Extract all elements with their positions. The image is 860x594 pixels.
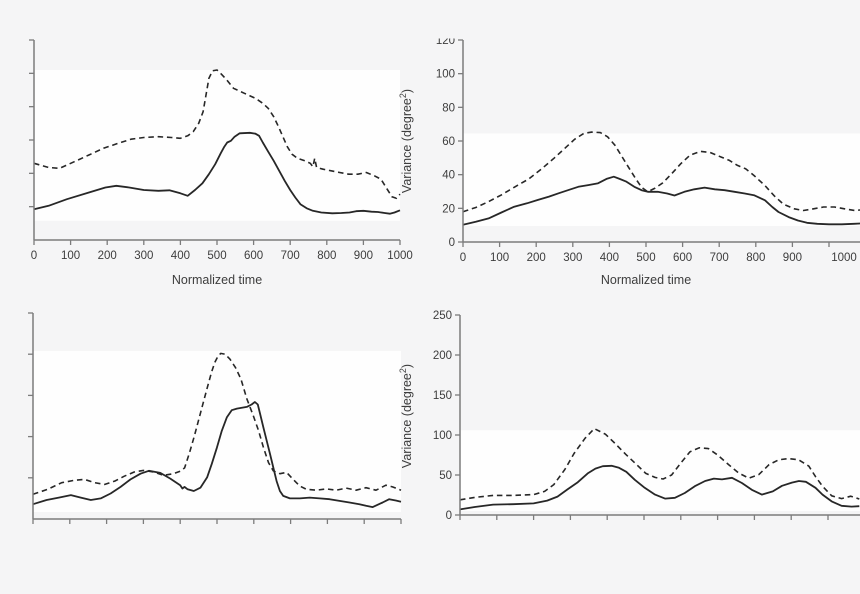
plot-top-left: 0 100 200 300 400 500 600 700 800 900 1000 Normaliz… xyxy=(29,39,413,287)
y-tick-label: 20 xyxy=(442,203,455,215)
y-tick-label: 60 xyxy=(442,136,455,148)
x-tick-label: 1000 xyxy=(831,252,857,264)
x-axis-title: Normalized time xyxy=(601,273,691,287)
plot-band xyxy=(33,350,401,512)
x-tick-label: 400 xyxy=(171,250,190,262)
y-axis-title: Variance (degree2) xyxy=(398,364,414,468)
x-tick-label: 600 xyxy=(244,250,263,262)
y-tick-label: 120 xyxy=(436,35,455,47)
x-tick-label: 300 xyxy=(134,250,153,262)
x-tick-label: 600 xyxy=(673,252,692,264)
plot-bottom-left xyxy=(28,312,402,524)
x-tick-label: 0 xyxy=(31,250,37,262)
y-tick-label: 100 xyxy=(433,430,452,442)
x-tick-label: 800 xyxy=(317,250,336,262)
plot-band xyxy=(34,70,400,221)
x-tick-label: 500 xyxy=(207,250,226,262)
series-dashed-curve xyxy=(459,427,860,501)
series-solid-curve xyxy=(459,464,860,511)
x-tick-label: 300 xyxy=(563,252,582,264)
x-tick-label: 100 xyxy=(490,252,509,264)
x-tick-label: 0 xyxy=(460,252,466,264)
plot-band xyxy=(463,133,860,227)
plot-band xyxy=(460,430,860,511)
series-dashed-curve xyxy=(33,69,401,200)
series-solid-curve xyxy=(33,131,401,215)
x-tick-label: 1000 xyxy=(387,250,413,262)
y-tick-label: 150 xyxy=(433,390,452,402)
y-tick-label: 80 xyxy=(442,102,455,114)
x-tick-label: 900 xyxy=(783,252,802,264)
x-tick-label: 700 xyxy=(710,252,729,264)
y-tick-label: 0 xyxy=(446,510,452,522)
x-tick-label: 100 xyxy=(61,250,80,262)
x-tick-label: 200 xyxy=(527,252,546,264)
series-dashed-curve xyxy=(32,352,402,496)
x-tick-label: 500 xyxy=(636,252,655,264)
x-tick-label: 700 xyxy=(281,250,300,262)
y-tick-label: 200 xyxy=(433,350,452,362)
x-axis-title: Normalized time xyxy=(172,273,262,287)
y-tick-label: 40 xyxy=(442,170,455,182)
plot-top-right: 0 100 200 300 400 500 600 700 800 900 1000 0 20 40 60 8… xyxy=(398,35,860,287)
plot-bottom-right: 0 50 100 150 200 250 Variance (degree2) xyxy=(398,310,860,522)
y-tick-label: 0 xyxy=(449,237,455,249)
series-solid-curve xyxy=(462,175,860,226)
y-tick-label: 250 xyxy=(433,310,452,322)
x-tick-label: 900 xyxy=(354,250,373,262)
series-dashed-curve xyxy=(462,131,860,213)
x-tick-label: 400 xyxy=(600,252,619,264)
y-tick-label: 100 xyxy=(436,69,455,81)
x-tick-label: 800 xyxy=(746,252,765,264)
y-tick-label: 50 xyxy=(439,470,452,482)
y-axis-title: Variance (degree2) xyxy=(398,89,414,193)
series-solid-curve xyxy=(32,401,402,509)
x-tick-label: 200 xyxy=(98,250,117,262)
